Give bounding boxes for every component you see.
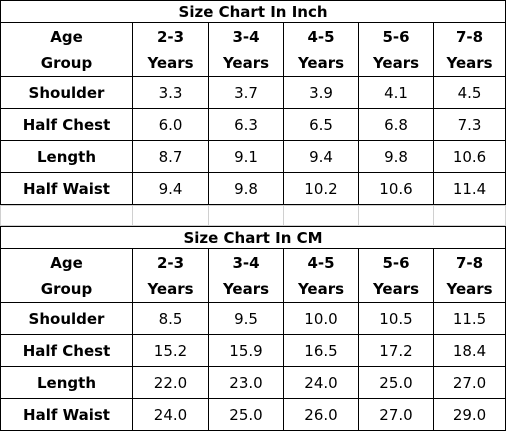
cell: 8.7 [132, 140, 209, 173]
header-text: 5-6 Years [372, 253, 420, 298]
header-text: 3-4 Years [222, 27, 270, 72]
cell: 25.0 [358, 366, 434, 399]
data-row: Half Chest 6.0 6.3 6.5 6.8 7.3 [0, 108, 506, 141]
cell: 6.0 [132, 108, 209, 141]
header-cell: 2-3 Years [132, 22, 209, 77]
data-row: Shoulder 3.3 3.7 3.9 4.1 4.5 [0, 76, 506, 109]
header-cell: Age Group [0, 248, 133, 303]
empty-cell [0, 205, 133, 226]
header-text: Age Group [40, 27, 93, 72]
header-cell: 3-4 Years [208, 22, 284, 77]
cell: 9.8 [208, 172, 284, 205]
cell: 11.4 [432, 172, 506, 205]
table-title: Size Chart In CM [0, 226, 506, 249]
cell: 9.4 [283, 140, 359, 173]
header-text: 2-3 Years [147, 253, 194, 298]
cell: 3.3 [132, 76, 209, 109]
header-cell: 3-4 Years [208, 248, 284, 303]
cell: 9.4 [132, 172, 209, 205]
cell: 11.5 [432, 302, 506, 335]
cell: 9.8 [358, 140, 434, 173]
title-row: Size Chart In CM [0, 226, 506, 249]
cell: 29.0 [432, 398, 506, 431]
table-title: Size Chart In Inch [0, 0, 506, 23]
data-row: Half Waist 24.0 25.0 26.0 27.0 29.0 [0, 398, 506, 431]
cell: 17.2 [358, 334, 434, 367]
cell: 27.0 [358, 398, 434, 431]
cell: 15.9 [208, 334, 284, 367]
header-text: 2-3 Years [147, 27, 194, 72]
cell: 6.5 [283, 108, 359, 141]
row-label: Half Chest [0, 108, 133, 141]
spacer-row [0, 205, 506, 226]
cell: 10.6 [358, 172, 434, 205]
row-label: Half Waist [0, 398, 133, 431]
row-label: Half Chest [0, 334, 133, 367]
data-row: Length 22.0 23.0 24.0 25.0 27.0 [0, 366, 506, 399]
cell: 10.2 [283, 172, 359, 205]
cell: 10.6 [432, 140, 506, 173]
cell: 18.4 [432, 334, 506, 367]
header-text: Age Group [40, 253, 93, 298]
title-row: Size Chart In Inch [0, 0, 506, 23]
header-text: 7-8 Years [446, 27, 493, 72]
header-cell: 5-6 Years [358, 22, 434, 77]
data-row: Shoulder 8.5 9.5 10.0 10.5 11.5 [0, 302, 506, 335]
cell: 27.0 [432, 366, 506, 399]
cell: 6.8 [358, 108, 434, 141]
cell: 3.9 [283, 76, 359, 109]
header-text: 4-5 Years [297, 27, 345, 72]
cell: 15.2 [132, 334, 209, 367]
header-row: Age Group 2-3 Years 3-4 Years 4-5 Years 5-6 … [0, 22, 506, 77]
header-text: 7-8 Years [446, 253, 493, 298]
row-label: Shoulder [0, 302, 133, 335]
header-row: Age Group 2-3 Years 3-4 Years 4-5 Years 5-6 … [0, 248, 506, 303]
header-cell: Age Group [0, 22, 133, 77]
cell: 4.1 [358, 76, 434, 109]
header-cell: 7-8 Years [432, 22, 506, 77]
empty-cell [358, 205, 434, 226]
row-label: Length [0, 140, 133, 173]
cell: 4.5 [432, 76, 506, 109]
cell: 22.0 [132, 366, 209, 399]
size-table: Size Chart In CM Age Group 2-3 Years 3-4 Ye… [0, 226, 506, 431]
cell: 10.0 [283, 302, 359, 335]
data-row: Length 8.7 9.1 9.4 9.8 10.6 [0, 140, 506, 173]
cell: 7.3 [432, 108, 506, 141]
header-text: 5-6 Years [372, 27, 420, 72]
empty-cell [208, 205, 284, 226]
cell: 6.3 [208, 108, 284, 141]
cell: 25.0 [208, 398, 284, 431]
cell: 9.1 [208, 140, 284, 173]
header-text: 3-4 Years [222, 253, 270, 298]
empty-cell [433, 205, 506, 226]
header-cell: 2-3 Years [132, 248, 209, 303]
cell: 8.5 [132, 302, 209, 335]
cell: 24.0 [283, 366, 359, 399]
row-label: Half Waist [0, 172, 133, 205]
empty-cell [283, 205, 359, 226]
header-cell: 4-5 Years [283, 22, 359, 77]
empty-cell [132, 205, 209, 226]
cell: 23.0 [208, 366, 284, 399]
size-table: Size Chart In Inch Age Group 2-3 Years 3-4 … [0, 0, 506, 205]
cell: 26.0 [283, 398, 359, 431]
cell: 24.0 [132, 398, 209, 431]
data-row: Half Waist 9.4 9.8 10.2 10.6 11.4 [0, 172, 506, 205]
header-cell: 4-5 Years [283, 248, 359, 303]
header-cell: 7-8 Years [432, 248, 506, 303]
header-cell: 5-6 Years [358, 248, 434, 303]
cell: 3.7 [208, 76, 284, 109]
cell: 16.5 [283, 334, 359, 367]
cell: 9.5 [208, 302, 284, 335]
header-text: 4-5 Years [297, 253, 345, 298]
data-row: Half Chest 15.2 15.9 16.5 17.2 18.4 [0, 334, 506, 367]
cell: 10.5 [358, 302, 434, 335]
spacer [0, 205, 506, 226]
row-label: Length [0, 366, 133, 399]
row-label: Shoulder [0, 76, 133, 109]
